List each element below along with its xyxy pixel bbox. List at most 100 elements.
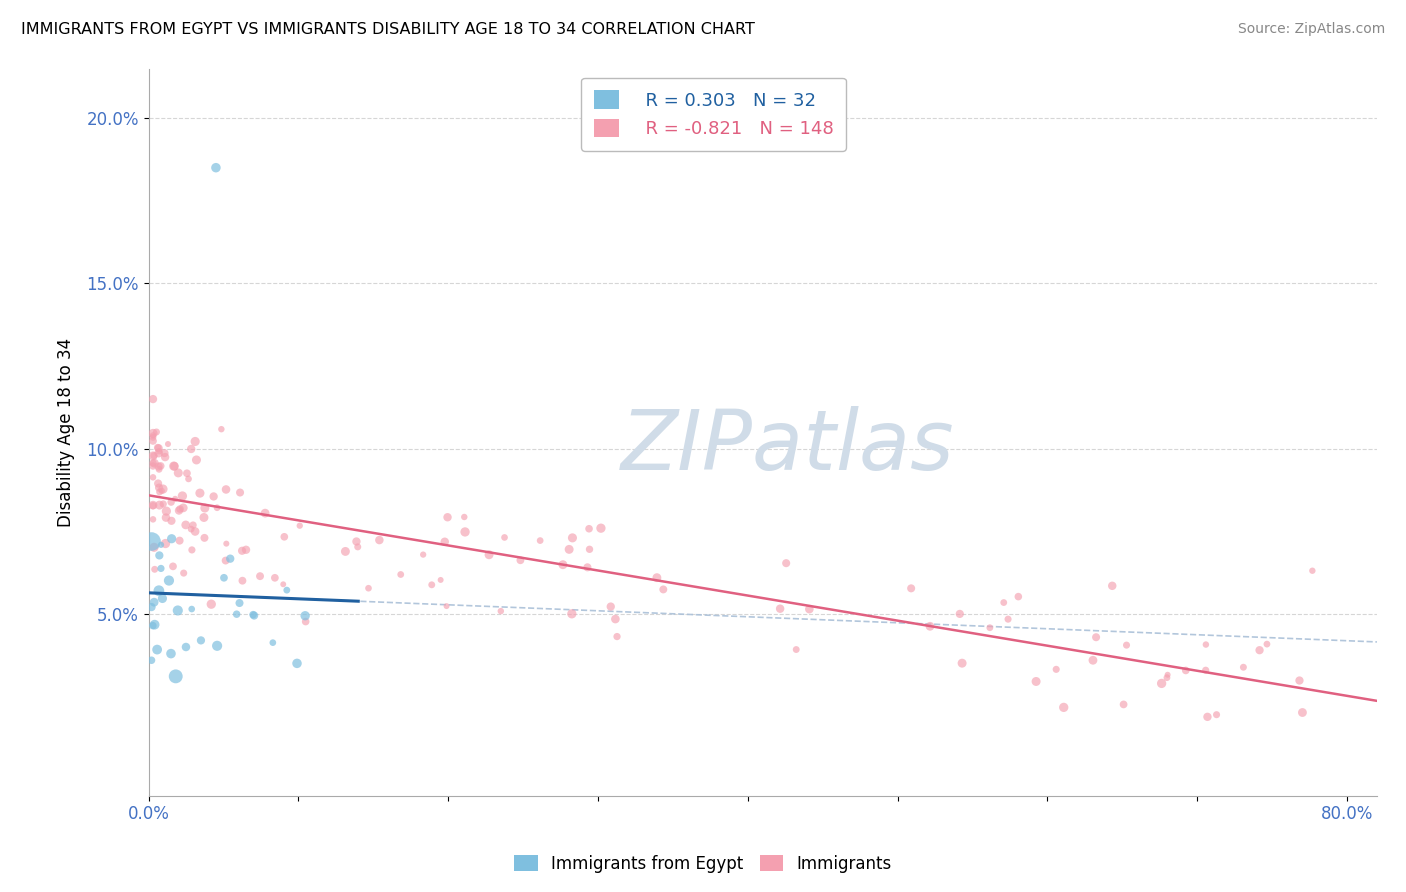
Point (176, 467, 198, 481)
Point (235, 542, 257, 557)
Y-axis label: Disability Age 18 to 34: Disability Age 18 to 34 (58, 337, 75, 526)
Point (551, 558, 574, 572)
Point (215, 483, 238, 497)
Point (606, 630, 628, 644)
Point (148, 583, 170, 598)
Legend:   R = 0.303   N = 32,   R = -0.821   N = 148: R = 0.303 N = 32, R = -0.821 N = 148 (581, 78, 846, 151)
Point (184, 434, 207, 449)
Point (254, 506, 277, 520)
Point (561, 607, 583, 621)
Point (229, 485, 252, 500)
Point (149, 484, 172, 499)
Point (190, 633, 212, 648)
Point (454, 524, 477, 539)
Point (172, 489, 194, 503)
Point (1150, 676, 1173, 690)
Point (152, 497, 174, 511)
Point (165, 669, 187, 683)
Point (148, 446, 170, 460)
Point (1115, 638, 1137, 652)
Point (494, 531, 516, 545)
Text: ZIPatlas: ZIPatlas (620, 406, 955, 487)
Point (142, 470, 165, 484)
Point (529, 533, 551, 548)
Point (143, 456, 166, 470)
Point (142, 499, 165, 513)
Point (231, 543, 253, 558)
Point (294, 615, 316, 629)
Point (146, 642, 169, 657)
Point (979, 621, 1001, 635)
Point (150, 538, 173, 552)
Point (160, 495, 183, 509)
Point (1288, 673, 1310, 688)
Point (152, 591, 174, 606)
Point (156, 437, 179, 451)
Point (775, 556, 797, 570)
Point (174, 517, 197, 532)
Point (177, 472, 200, 486)
Point (212, 571, 235, 585)
Point (142, 458, 165, 473)
Point (1007, 590, 1029, 604)
Point (357, 581, 380, 595)
Point (143, 595, 166, 609)
Point (162, 559, 184, 574)
Point (148, 481, 170, 495)
Point (153, 450, 176, 464)
Point (433, 534, 456, 549)
Point (163, 459, 186, 474)
Point (997, 612, 1019, 626)
Point (184, 524, 207, 539)
Point (243, 608, 266, 623)
Point (142, 618, 165, 632)
Point (160, 532, 183, 546)
Point (188, 486, 211, 500)
Point (142, 428, 165, 442)
Point (249, 569, 271, 583)
Point (420, 578, 443, 592)
Point (148, 459, 170, 474)
Point (578, 522, 600, 536)
Point (142, 498, 165, 512)
Point (194, 501, 217, 516)
Point (346, 534, 368, 549)
Point (900, 582, 922, 596)
Point (429, 573, 451, 587)
Point (949, 607, 972, 621)
Point (785, 642, 807, 657)
Point (1101, 579, 1123, 593)
Point (200, 597, 222, 611)
Point (193, 510, 215, 524)
Point (143, 617, 166, 632)
Point (143, 449, 166, 463)
Point (436, 599, 458, 613)
Point (169, 533, 191, 548)
Point (561, 531, 583, 545)
Text: Source: ZipAtlas.com: Source: ZipAtlas.com (1237, 22, 1385, 37)
Point (148, 498, 170, 512)
Point (1195, 638, 1218, 652)
Point (146, 476, 169, 491)
Point (143, 541, 166, 555)
Point (186, 453, 208, 467)
Point (155, 536, 177, 550)
Point (173, 566, 195, 580)
Point (209, 422, 232, 436)
Point (148, 462, 170, 476)
Point (219, 551, 242, 566)
Point (145, 425, 167, 439)
Point (1197, 710, 1219, 724)
Point (180, 522, 202, 536)
Point (142, 512, 165, 526)
Point (589, 521, 612, 535)
Point (149, 561, 172, 575)
Point (950, 656, 973, 670)
Point (174, 640, 197, 654)
Point (576, 560, 599, 574)
Point (181, 518, 204, 533)
Point (148, 444, 170, 458)
Point (225, 607, 247, 622)
Point (148, 549, 170, 563)
Point (489, 604, 512, 618)
